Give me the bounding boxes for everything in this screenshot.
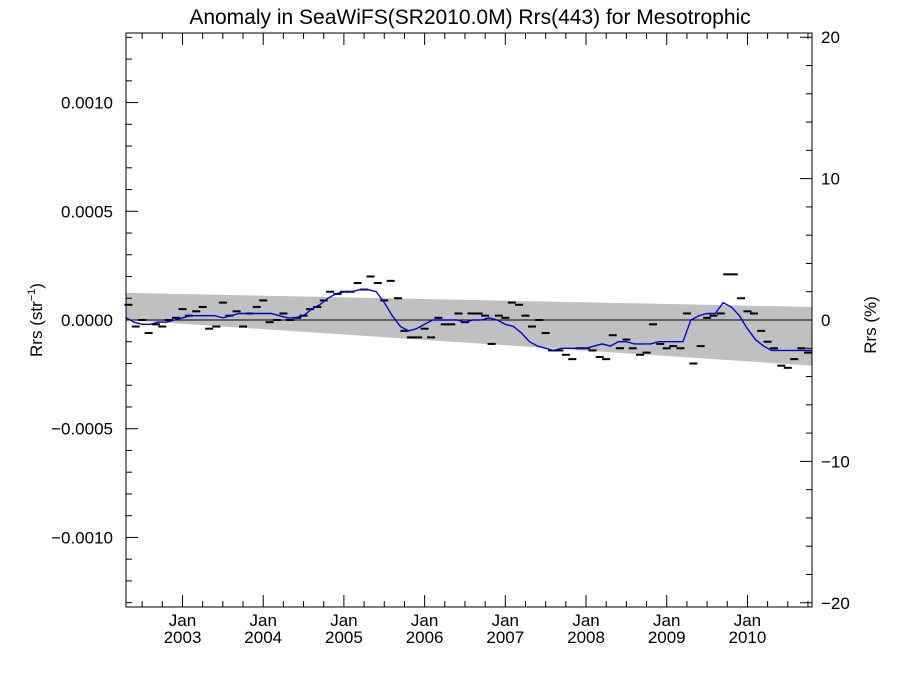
x-tick-label-year: 2010 bbox=[729, 628, 767, 647]
y-axis-left-label-superscript: −1 bbox=[26, 289, 38, 302]
x-tick-label-year: 2009 bbox=[648, 628, 686, 647]
y-axis-left-label-end: ) bbox=[27, 283, 46, 289]
y-axis-left-label-main: Rrs (str bbox=[27, 301, 46, 357]
x-tick-label-year: 2006 bbox=[406, 628, 444, 647]
monthly-points bbox=[124, 273, 812, 369]
plot-area bbox=[124, 273, 812, 369]
x-tick-label-month: Jan bbox=[572, 611, 599, 630]
x-tick-label-month: Jan bbox=[249, 611, 276, 630]
y-left-tick-label: 0.0000 bbox=[61, 311, 113, 330]
x-tick-label-year: 2005 bbox=[325, 628, 363, 647]
x-tick-label-year: 2004 bbox=[244, 628, 282, 647]
y-right-tick-label: 10 bbox=[821, 170, 840, 189]
y-right-tick-label: 0 bbox=[821, 311, 830, 330]
x-tick-label-year: 2008 bbox=[567, 628, 605, 647]
y-axis-right: 20 10 0 −10 −20 bbox=[800, 28, 850, 613]
chart-title: Anomaly in SeaWiFS(SR2010.0M) Rrs(443) f… bbox=[189, 6, 750, 29]
x-tick-label-month: Jan bbox=[411, 611, 438, 630]
y-left-tick-label: −0.0010 bbox=[51, 528, 113, 547]
y-right-tick-label: −10 bbox=[821, 452, 850, 471]
x-tick-label-year: 2007 bbox=[486, 628, 524, 647]
y-axis-left-label: Rrs (str−1) bbox=[26, 283, 46, 357]
x-tick-label-month: Jan bbox=[330, 611, 357, 630]
y-axis-left: 0.0010 0.0005 0.0000 −0.0005 −0.0010 bbox=[51, 36, 138, 604]
y-right-tick-label: 20 bbox=[821, 28, 840, 47]
x-tick-label-month: Jan bbox=[492, 611, 519, 630]
x-axis: Jan2003Jan2004Jan2005Jan2006Jan2007Jan20… bbox=[141, 33, 809, 647]
y-left-tick-label: 0.0010 bbox=[61, 94, 113, 113]
y-axis-right-label: Rrs (%) bbox=[861, 296, 880, 354]
x-tick-label-month: Jan bbox=[653, 611, 680, 630]
y-left-tick-label: −0.0005 bbox=[51, 420, 113, 439]
uncertainty-band bbox=[126, 292, 812, 366]
y-right-tick-label: −20 bbox=[821, 594, 850, 613]
x-tick-label-month: Jan bbox=[734, 611, 761, 630]
x-tick-label-year: 2003 bbox=[164, 628, 202, 647]
x-tick-label-month: Jan bbox=[169, 611, 196, 630]
y-left-tick-label: 0.0005 bbox=[61, 202, 113, 221]
series-line bbox=[125, 288, 812, 352]
